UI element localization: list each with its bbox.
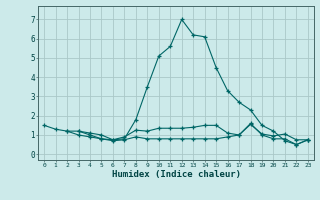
X-axis label: Humidex (Indice chaleur): Humidex (Indice chaleur): [111, 170, 241, 179]
